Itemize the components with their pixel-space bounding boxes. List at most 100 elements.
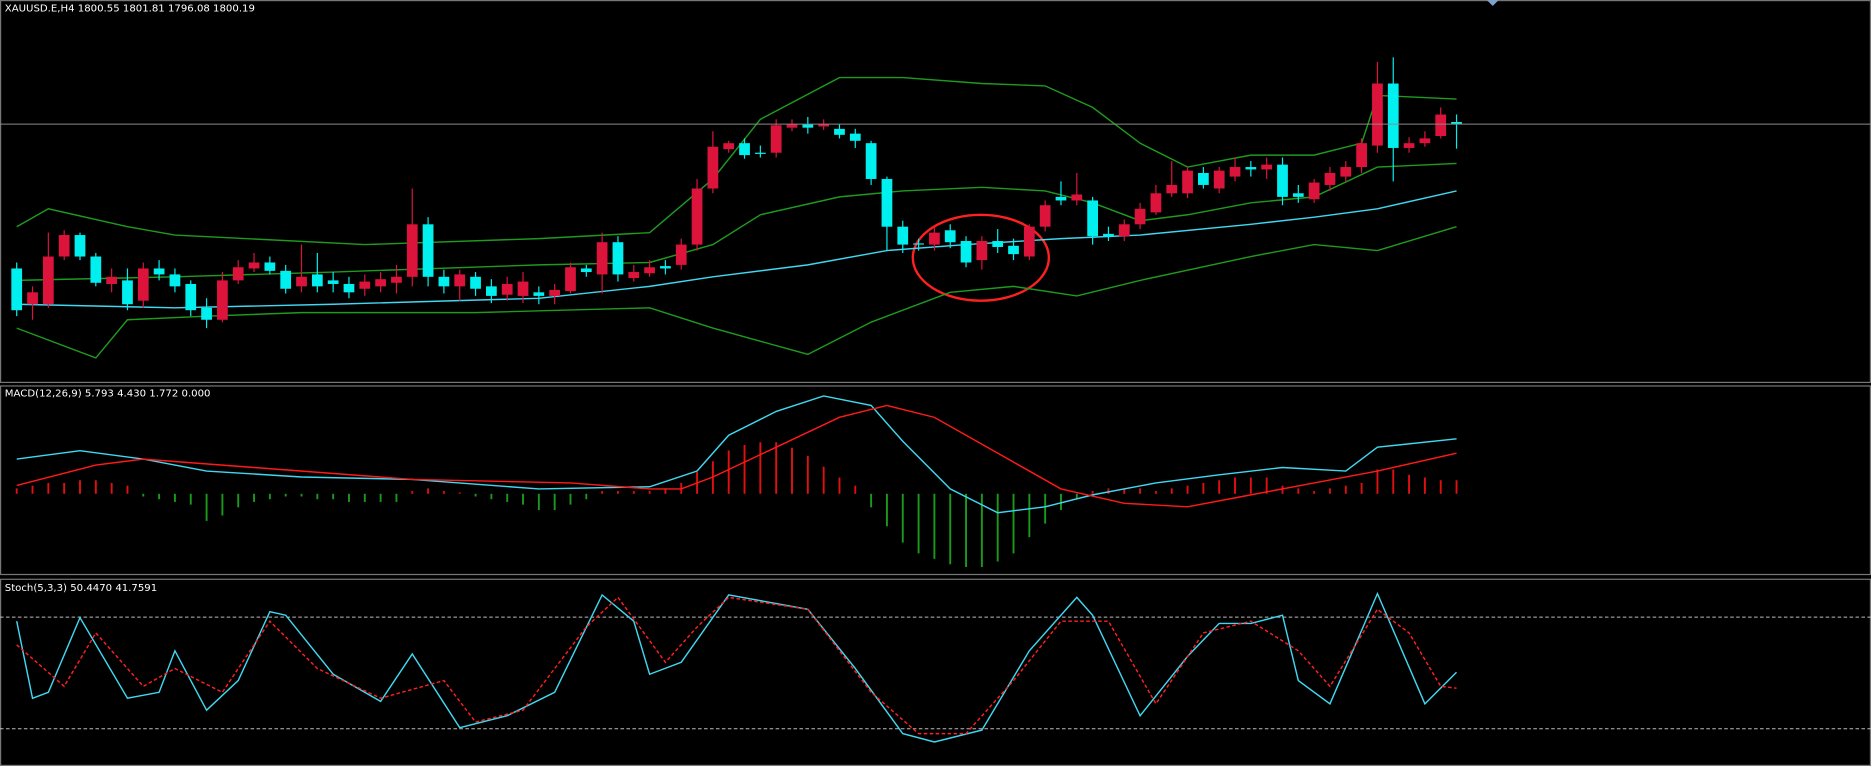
candle-body (280, 270, 292, 289)
candle-body (802, 124, 814, 128)
macd-panel-frame (0, 385, 1871, 576)
candle-body (565, 267, 576, 292)
candle-body (42, 256, 54, 305)
candle-body (1055, 196, 1067, 201)
candle-body (1435, 114, 1447, 137)
candle-body (1071, 194, 1083, 201)
candle-body (1023, 226, 1035, 257)
indicator-line (16, 395, 1457, 514)
candle-body (628, 272, 640, 279)
candle-body (106, 276, 118, 284)
candle-body (1261, 164, 1273, 170)
price-panel-frame (0, 0, 1871, 383)
candle-body (501, 283, 513, 295)
candle-body (90, 256, 102, 283)
indicator-line (16, 591, 1458, 743)
candle-body (580, 268, 592, 273)
candle-body (913, 243, 924, 245)
candle-body (122, 280, 133, 305)
stoch-panel-frame (0, 578, 1871, 766)
candle-body (1039, 205, 1051, 227)
candle-body (1292, 193, 1304, 197)
candle-body (201, 307, 212, 320)
candle-body (74, 235, 86, 257)
candle-body (675, 244, 687, 265)
candle-body (264, 262, 276, 271)
candle-body (327, 280, 339, 284)
candle-body (153, 268, 165, 275)
candle-body (834, 128, 845, 135)
candle-body (1166, 184, 1178, 194)
candle-body (612, 242, 624, 275)
candle-body (1277, 164, 1288, 197)
candle-body (707, 146, 719, 189)
candle-body (517, 281, 529, 296)
candle-body (549, 289, 561, 296)
candle-body (929, 232, 940, 245)
candle-body (976, 241, 988, 261)
candle-body (1008, 245, 1019, 255)
candle-body (1118, 224, 1130, 237)
candle-body (11, 268, 23, 311)
candle-body (27, 292, 38, 305)
candle-body (1419, 138, 1431, 144)
candle-body (1198, 173, 1209, 185)
candle-body (723, 143, 735, 150)
highlight-circle (911, 213, 1051, 302)
panel-title: MACD(12,26,9) 5.793 4.430 1.772 0.000 (5, 389, 211, 400)
candle-body (1245, 167, 1257, 170)
candle-body (359, 281, 371, 289)
candle-body (1103, 233, 1114, 237)
candle-body (391, 276, 402, 283)
candle-body (786, 124, 798, 128)
candle-body (944, 230, 956, 243)
candle-body (849, 133, 861, 141)
candle-body (596, 242, 608, 275)
candle-body (691, 188, 703, 245)
candle-body (58, 235, 70, 257)
candle-body (311, 274, 323, 287)
candle-body (454, 274, 466, 287)
candle-body (881, 178, 893, 227)
candle-body (438, 276, 450, 287)
candle-body (739, 143, 750, 156)
candle-body (818, 124, 830, 127)
candle-body (1403, 143, 1415, 148)
candle-body (1229, 167, 1241, 177)
indicator-line (16, 226, 1457, 359)
candle-body (1308, 182, 1320, 200)
candle-body (1372, 83, 1383, 146)
candle-body (1087, 200, 1098, 237)
candle-body (1387, 83, 1399, 148)
candle-body (406, 224, 418, 277)
candle-body (1150, 193, 1162, 213)
candle-body (865, 143, 877, 179)
candle-body (169, 274, 181, 287)
candle-body (960, 241, 972, 263)
indicator-line (16, 162, 1457, 282)
candle-body (470, 276, 481, 289)
candle-body (1182, 170, 1193, 194)
panel-title: XAUUSD.E,H4 1800.55 1801.81 1796.08 1800… (5, 3, 255, 14)
indicator-line (16, 596, 1457, 735)
candle-body (1324, 173, 1336, 185)
candle-body (1340, 167, 1352, 177)
candle-body (1213, 170, 1225, 189)
candle-body (343, 283, 355, 293)
candle-body (486, 286, 497, 296)
candle-body (137, 268, 149, 301)
candle-body (897, 226, 909, 245)
candle-body (217, 280, 228, 320)
indicator-line (16, 76, 1457, 246)
scroll-marker (1486, 0, 1499, 6)
candle-body (1356, 143, 1367, 168)
candle-body (660, 266, 671, 269)
candle-body (1134, 208, 1146, 225)
candle-body (533, 292, 545, 296)
candle-body (754, 152, 766, 154)
candle-body (644, 267, 655, 274)
candle-body (992, 241, 1004, 247)
candle-body (422, 224, 434, 277)
